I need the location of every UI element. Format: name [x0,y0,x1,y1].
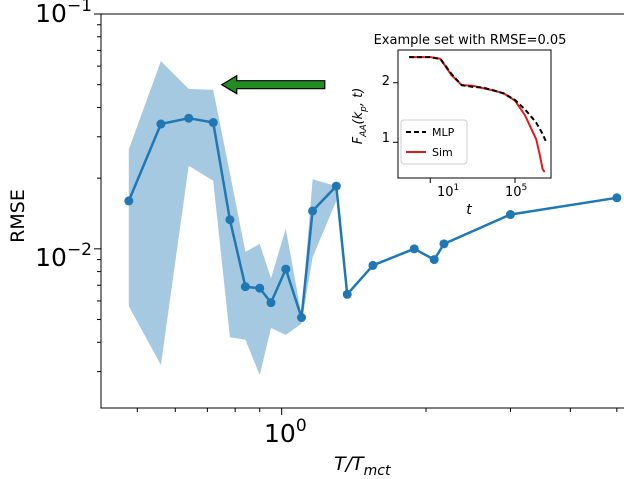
rmse-points [124,113,622,323]
arrow-shape [220,74,326,95]
main-axis-ticks [94,13,618,415]
data-point [281,264,291,274]
arrow-annotation [220,74,326,95]
inset-axis-ticks [393,82,516,183]
data-point [156,119,166,129]
inset-x-axis-label: t [466,202,472,218]
data-point [297,313,307,323]
inset-y-tick-label-2: 2 [382,74,390,89]
inset-x-tick-label-5: 105 [505,183,527,200]
inset-legend: MLP Sim [400,119,468,165]
legend-sim-label: Sim [432,146,453,159]
data-point [331,181,341,191]
data-point [225,215,235,225]
data-point [208,118,218,128]
x-axis-label: T/Tmct [334,453,391,479]
legend-mlp-label: MLP [432,126,455,139]
inset-title: Example set with RMSE=0.05 [374,33,567,48]
x-tick-label: 100 [264,416,307,448]
data-point [612,193,622,203]
inset-y-axis-label: FAA(kp, t) [351,88,369,145]
inset-frame [397,49,552,179]
data-point [429,255,439,265]
data-point [124,196,134,206]
data-point [266,298,276,308]
inset-plot: Example set with RMSE=0.05 2 1 101 105 t… [351,33,566,218]
main-plot: 10−1 10−2 100 T/Tmct RMSE [7,0,624,479]
data-point [505,210,515,220]
data-point [439,239,449,249]
inset-x-tick-label-1: 101 [437,183,459,200]
data-point [184,113,194,123]
y-axis-label: RMSE [7,189,29,243]
y-tick-label-mid: 10−2 [35,240,92,272]
main-plot-frame [100,13,624,409]
inset-series [409,56,548,173]
data-point [240,282,250,292]
inset-line-mlp [409,56,548,143]
data-point [255,283,265,293]
data-point [342,289,352,299]
y-tick-label-top: 10−1 [35,0,92,28]
inset-y-tick-label-1: 1 [382,131,390,146]
data-point [308,206,318,216]
data-point [368,260,378,270]
data-point [409,244,419,254]
